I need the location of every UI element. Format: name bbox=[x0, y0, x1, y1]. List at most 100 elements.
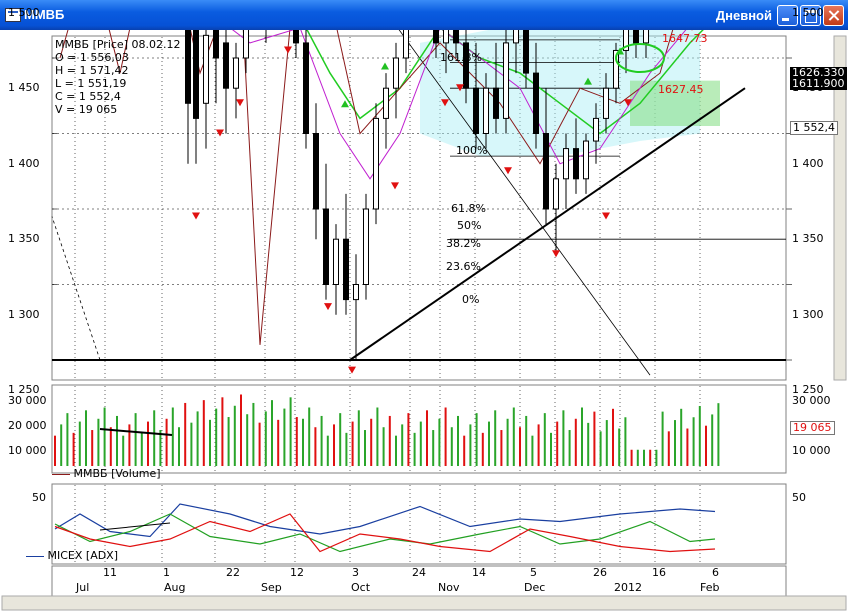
adx-legend: MICEX [ADX] bbox=[26, 549, 118, 562]
volume-bar bbox=[711, 414, 714, 466]
candle-body bbox=[593, 117, 599, 142]
vol-y-30000: 30 000 bbox=[8, 394, 47, 407]
volume-bar bbox=[543, 413, 546, 466]
price-info-title: ММВБ [Price] 08.02.12 bbox=[55, 38, 181, 51]
x-month-label: Feb bbox=[700, 581, 720, 594]
price-y-label: 1 250 bbox=[8, 383, 40, 396]
price-y-label: 1 500 bbox=[8, 5, 40, 19]
price-info-high: H = 1 571,42 bbox=[55, 64, 129, 77]
candle-body bbox=[185, 30, 191, 104]
candle-body bbox=[523, 30, 529, 74]
volume-bar bbox=[97, 418, 100, 466]
volume-bar bbox=[562, 410, 565, 466]
x-month-label: 2012 bbox=[614, 581, 642, 594]
x-day-label: 26 bbox=[593, 566, 607, 579]
volume-bar bbox=[599, 431, 602, 466]
volume-bar bbox=[649, 449, 652, 466]
volume-bar bbox=[283, 408, 286, 466]
volume-bar bbox=[72, 432, 75, 466]
volume-legend-swatch bbox=[52, 473, 70, 475]
sell-arrow bbox=[284, 46, 292, 54]
volume-bar bbox=[376, 407, 379, 466]
volume-bar bbox=[494, 410, 497, 466]
price-y-label: 1 400 bbox=[792, 156, 824, 170]
volume-bar bbox=[370, 418, 373, 466]
fib-0-label: 0% bbox=[462, 293, 480, 306]
price-y-label: 1 450 bbox=[8, 81, 40, 94]
adx-y-50: 50 bbox=[32, 491, 46, 504]
window-title: ММВБ bbox=[24, 7, 65, 22]
volume-bar bbox=[438, 418, 441, 466]
minimize-button[interactable] bbox=[777, 5, 798, 26]
x-day-label: 11 bbox=[103, 566, 117, 579]
sell-arrow bbox=[691, 30, 693, 31]
volume-legend-text: ММВБ [Volume] bbox=[73, 467, 161, 480]
volume-bar bbox=[178, 427, 180, 466]
maximize-button[interactable] bbox=[800, 5, 821, 26]
minus-di-line bbox=[54, 513, 716, 553]
volume-bar bbox=[382, 427, 385, 466]
volume-bar bbox=[705, 425, 707, 466]
chart-canvas[interactable] bbox=[0, 30, 848, 613]
sell-arrow bbox=[441, 99, 449, 107]
volume-bar bbox=[78, 421, 81, 466]
candle-body bbox=[313, 133, 319, 210]
x-month-label: Sep bbox=[261, 581, 282, 594]
volume-bar bbox=[165, 418, 168, 466]
volume-bar bbox=[128, 424, 131, 466]
volume-bar bbox=[122, 435, 125, 466]
channel-line bbox=[398, 30, 651, 376]
sell-arrow bbox=[192, 212, 200, 220]
marker-1647: 1647.73 bbox=[662, 32, 708, 45]
fib-618-label: 61.8% bbox=[451, 202, 486, 215]
sell-arrow bbox=[504, 167, 512, 175]
candle-body bbox=[603, 87, 609, 119]
candle-body bbox=[343, 238, 349, 301]
bb-upper bbox=[306, 30, 704, 135]
volume-bar bbox=[674, 420, 676, 466]
volume-bar bbox=[66, 413, 69, 466]
window-titlebar: ММВБ Дневной bbox=[0, 0, 848, 30]
candle-body bbox=[553, 178, 559, 210]
volume-bar bbox=[147, 421, 149, 466]
price-y-label: 1 400 bbox=[8, 156, 40, 170]
vol-y-10000: 10 000 bbox=[8, 444, 47, 457]
candle-body bbox=[293, 30, 299, 44]
price-y-label: 1 250 bbox=[792, 383, 824, 396]
app-icon[interactable] bbox=[5, 8, 21, 22]
close-button[interactable] bbox=[823, 5, 844, 26]
last-price-box: 1 552,4 bbox=[790, 121, 838, 135]
volume-bar bbox=[314, 427, 317, 466]
volume-bar bbox=[630, 449, 633, 466]
volume-bar bbox=[202, 400, 205, 466]
volume-bar bbox=[333, 424, 335, 466]
candle-body bbox=[353, 284, 359, 301]
candle-body bbox=[333, 238, 339, 285]
volume-bar bbox=[134, 413, 137, 466]
volume-bar bbox=[550, 432, 552, 466]
price-y-label: 1 350 bbox=[8, 232, 40, 245]
volume-bar bbox=[339, 413, 342, 466]
volume-bar bbox=[320, 415, 323, 466]
volume-bar bbox=[308, 407, 311, 466]
volume-bar bbox=[618, 428, 621, 466]
vol-y-10000-right: 10 000 bbox=[792, 444, 831, 457]
candle-body bbox=[243, 30, 249, 59]
time-axis-frame bbox=[51, 565, 787, 597]
volume-bar bbox=[103, 407, 106, 466]
volume-bar bbox=[574, 418, 577, 466]
volume-bar bbox=[556, 421, 559, 466]
x-day-label: 12 bbox=[290, 566, 304, 579]
period-label: Дневной bbox=[715, 8, 772, 23]
candle-body bbox=[213, 30, 219, 59]
sell-arrow bbox=[552, 250, 560, 258]
horizontal-scrollbar[interactable] bbox=[1, 595, 847, 611]
volume-bar bbox=[593, 411, 596, 466]
volume-bar bbox=[221, 397, 224, 466]
sell-arrow bbox=[216, 129, 224, 137]
price-y-label: 1 300 bbox=[792, 307, 824, 321]
price-info-low: L = 1 551,19 bbox=[55, 77, 127, 90]
sell-arrow bbox=[324, 303, 332, 311]
x-day-label: 1 bbox=[163, 566, 170, 579]
